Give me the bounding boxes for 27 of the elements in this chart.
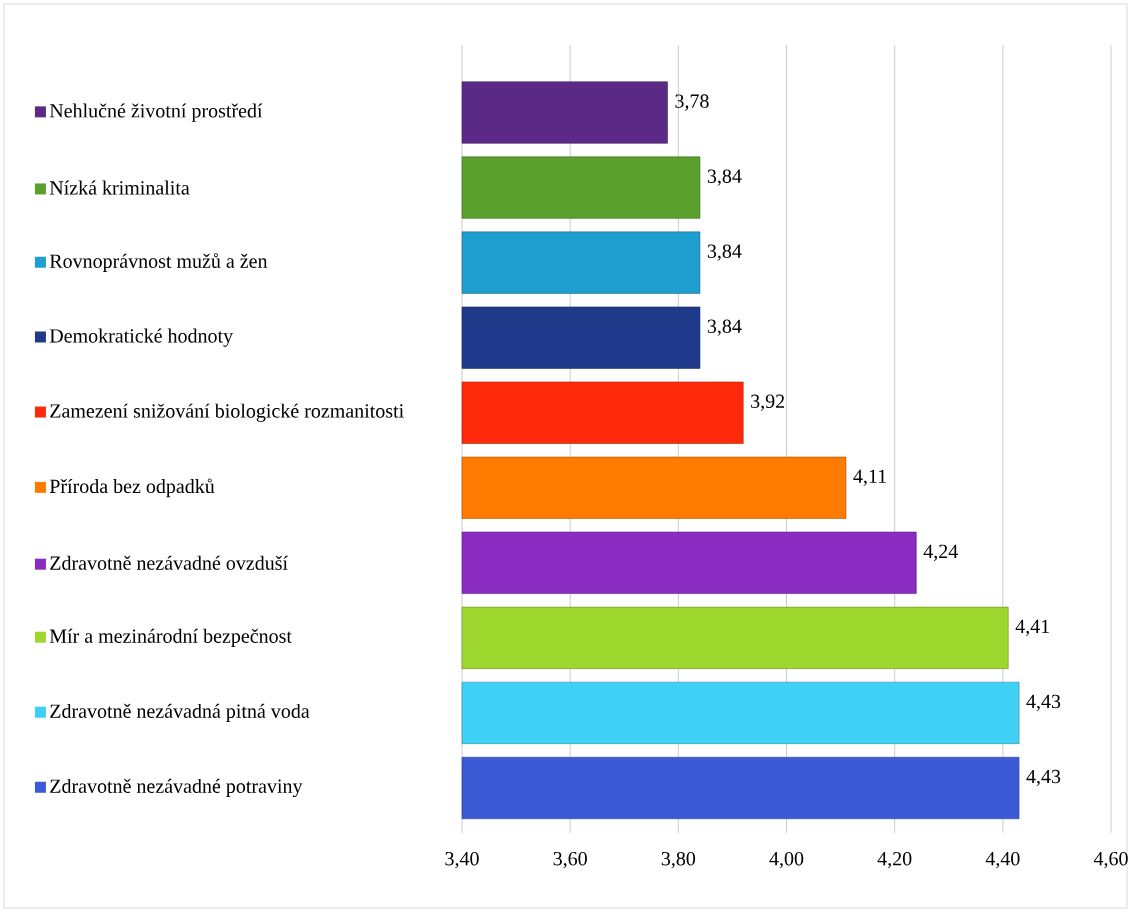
data-label: 4,43 [1026, 694, 1061, 712]
data-label: 3,84 [707, 319, 742, 336]
x-tick-label: 3,60 [553, 851, 587, 869]
data-label: 4,41 [1015, 619, 1049, 637]
x-tick-label: 3,80 [661, 851, 696, 869]
x-tick-label: 4,40 [985, 851, 1020, 869]
y-tick-label: Příroda bez odpadků [49, 478, 215, 498]
data-label: 4,24 [923, 544, 958, 561]
x-tick-label: 4,60 [1093, 851, 1128, 869]
x-tick-label: 3,40 [445, 851, 479, 869]
data-label: 4,43 [1026, 769, 1061, 787]
y-tick-label: Zamezení snižování biologické rozmanitosti [50, 403, 404, 422]
y-tick-label: Nízká kriminalita [49, 180, 190, 195]
data-label: 3,84 [707, 244, 742, 261]
x-tick-label: 4,20 [877, 851, 912, 869]
y-tick-label: Demokratické hodnoty [49, 328, 234, 347]
y-tick-label: Zdravotně nezávadné potraviny [50, 778, 303, 798]
y-tick-label: Nehlučné životní prostředí [49, 103, 263, 122]
y-tick-label: Mír a mezinárodní bezpečnost [49, 628, 292, 647]
x-tick-label: 4,00 [769, 851, 804, 869]
data-label: 3,78 [675, 94, 709, 111]
data-label: 4,11 [853, 469, 886, 486]
y-tick-label: Zdravotně nezávadné ovzduší [50, 555, 288, 570]
data-label: 3,84 [707, 169, 742, 186]
y-tick-label: Zdravotně nezávadná pitná voda [50, 703, 310, 723]
data-label: 3,92 [751, 394, 785, 411]
y-tick-label: Rovnoprávnost mužů a žen [49, 253, 268, 273]
